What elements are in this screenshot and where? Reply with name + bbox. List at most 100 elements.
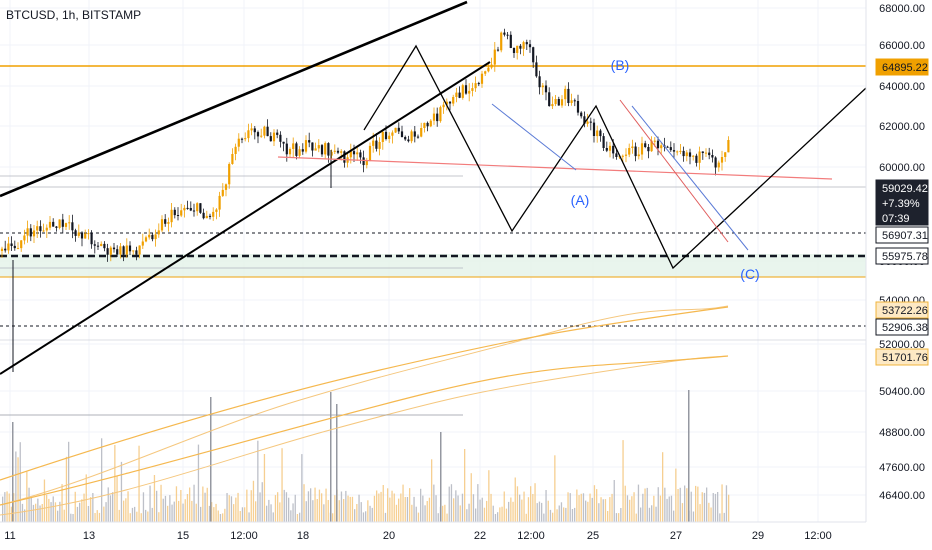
volume-bar: [468, 503, 470, 522]
volume-bar: [393, 493, 395, 522]
candle-body: [717, 162, 720, 168]
volume-bar: [87, 506, 90, 522]
volume-bar: [512, 501, 514, 522]
volume-bar: [598, 503, 600, 522]
volume-bar: [321, 493, 323, 522]
price-average-1: [0, 306, 729, 481]
volume-bar: [629, 499, 631, 522]
volume-bar: [191, 500, 193, 522]
candle-body: [644, 143, 647, 147]
candle-body: [288, 149, 292, 155]
candle-body: [157, 230, 160, 235]
volume-bar: [712, 493, 714, 522]
volume-bar: [259, 492, 261, 522]
volume-bar: [637, 484, 640, 522]
volume-bar: [362, 512, 365, 522]
candle-body: [144, 237, 148, 242]
candle-body: [410, 131, 413, 142]
price-label-box: [875, 210, 929, 226]
volume-bar: [604, 499, 607, 522]
candle-body: [10, 243, 13, 246]
volume-bar: [644, 488, 646, 522]
volume-bar: [574, 507, 576, 522]
candle-body: [349, 151, 352, 158]
volume-bar: [668, 496, 670, 522]
volume-bar: [406, 497, 409, 522]
candle-body: [592, 122, 596, 136]
x-tick-label: 27: [670, 530, 682, 542]
candle-body: [167, 222, 170, 224]
volume-bar: [134, 506, 136, 522]
volume-bar: [156, 490, 158, 522]
volume-bar: [50, 502, 52, 522]
volume-bar: [76, 506, 79, 522]
candle-body: [432, 113, 436, 121]
candle-body: [589, 121, 592, 123]
candle-body: [679, 150, 682, 152]
volume-bar: [94, 513, 96, 522]
volume-bar: [657, 487, 659, 522]
volume-bar: [325, 488, 327, 522]
candle-body: [356, 152, 359, 155]
volume-bar: [642, 493, 644, 522]
volume-bar: [142, 492, 145, 522]
candle-body: [93, 244, 96, 246]
volume-bar: [127, 491, 129, 522]
volume-bar: [202, 486, 204, 522]
wave-zigzag: [363, 44, 867, 270]
volume-bar: [237, 492, 239, 522]
candle-body: [487, 67, 490, 72]
candle-body: [477, 83, 480, 85]
candle-body: [13, 245, 16, 249]
volume-bar: [303, 484, 305, 522]
volume-bar: [721, 484, 723, 522]
candle-body: [228, 164, 231, 185]
volume-bar: [41, 504, 43, 522]
volume-bar: [103, 506, 105, 522]
candle-body: [132, 250, 135, 252]
candle-body: [327, 143, 330, 156]
volume-bar: [549, 509, 552, 522]
candle-body: [74, 230, 77, 236]
price-label-box: [875, 247, 929, 265]
candle-body: [80, 232, 84, 239]
candle-body: [452, 97, 455, 104]
volume-bar: [624, 485, 626, 522]
price-label-text: 56907.31: [882, 230, 928, 242]
price-label-text: 55975.78: [882, 251, 928, 263]
volume-bar: [373, 495, 376, 522]
candle-body: [84, 233, 87, 239]
volume-bar: [453, 498, 455, 522]
volume-bar: [70, 513, 72, 522]
projection-line-blue: [491, 103, 577, 171]
candle-body: [660, 145, 663, 149]
price-label-text: 07:39: [882, 213, 910, 225]
candle-body: [423, 122, 426, 128]
candle-body: [276, 132, 279, 135]
volume-bar: [699, 504, 701, 522]
volume-bar: [125, 498, 127, 522]
volume-bar: [92, 493, 94, 522]
volume-bar: [530, 486, 532, 522]
candle-body: [490, 64, 493, 68]
candle-body: [420, 128, 423, 137]
volume-bar: [131, 507, 134, 522]
volume-bar: [719, 513, 721, 522]
candle-body: [503, 32, 506, 35]
volume-bar: [261, 482, 263, 522]
volume-bar: [464, 449, 466, 522]
candle-body: [528, 44, 532, 48]
volume-bar: [653, 495, 655, 522]
candle-body: [586, 121, 589, 124]
volume-bar: [470, 473, 472, 522]
candle-body: [442, 104, 445, 108]
volume-bar: [633, 492, 635, 522]
volume-bar: [677, 489, 679, 522]
candle-body: [538, 76, 541, 88]
candle-body: [272, 132, 276, 142]
volume-bar: [37, 498, 39, 522]
volume-bar: [433, 484, 435, 522]
volume-bar: [411, 504, 413, 522]
